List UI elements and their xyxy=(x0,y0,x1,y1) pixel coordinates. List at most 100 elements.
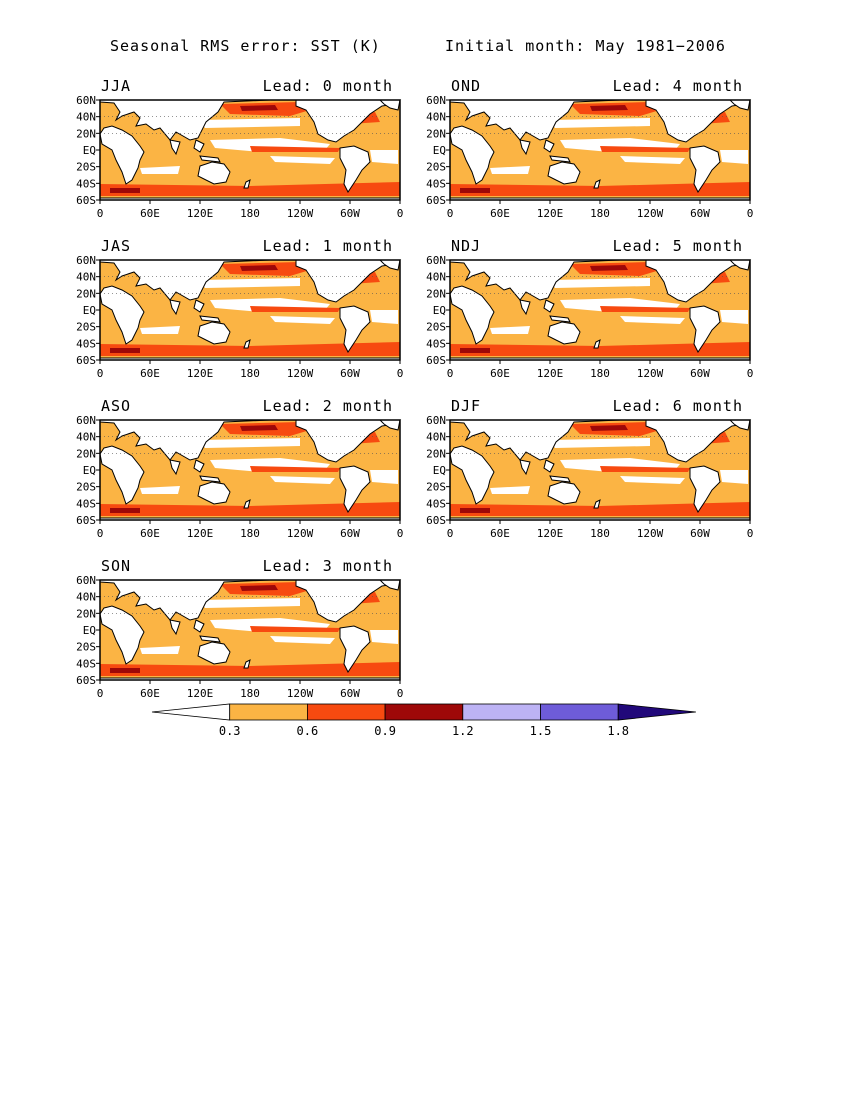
high-error-regions xyxy=(100,102,400,196)
panel-season-label: JJA xyxy=(101,77,131,95)
colorbar-segment xyxy=(384,703,464,721)
panel-lead-label: Lead: 2 month xyxy=(263,397,393,415)
lat-tick-label: 40S xyxy=(426,497,446,510)
lat-tick-label: 20S xyxy=(426,321,446,334)
lat-tick-label: EQ xyxy=(83,464,96,477)
lon-tick-label: 120W xyxy=(637,367,664,380)
lon-tick-label: 120W xyxy=(637,207,664,220)
lat-tick-label: 60N xyxy=(76,414,96,427)
lon-tick-label: 180 xyxy=(240,207,260,220)
panel-season-label: JAS xyxy=(101,237,131,255)
lat-tick-label: 60N xyxy=(426,94,446,107)
lon-tick-label: 180 xyxy=(590,527,610,540)
lon-tick-label: 60W xyxy=(340,527,360,540)
lat-tick-label: 60S xyxy=(76,514,96,527)
lon-tick-label: 60W xyxy=(340,367,360,380)
lat-tick-label: 60N xyxy=(76,94,96,107)
lat-tick-label: 60S xyxy=(76,354,96,367)
lon-tick-label: 60E xyxy=(140,687,160,700)
lon-tick-label: 120W xyxy=(287,527,314,540)
colorbar-segment xyxy=(151,703,231,721)
lat-tick-label: 40N xyxy=(426,431,446,444)
very-high-error-regions xyxy=(110,105,278,193)
panel-season-label: NDJ xyxy=(451,237,481,255)
lon-tick-label: 120E xyxy=(537,527,564,540)
lon-tick-label: 60W xyxy=(690,527,710,540)
lon-tick-label: 60E xyxy=(140,367,160,380)
lon-tick-label: 120W xyxy=(287,367,314,380)
lat-tick-label: 60N xyxy=(76,254,96,267)
very-high-error-regions xyxy=(110,425,278,513)
lon-tick-label: 0 xyxy=(447,207,454,220)
lon-tick-label: 0 xyxy=(97,207,104,220)
lon-tick-label: 180 xyxy=(240,527,260,540)
panel-season-label: ASO xyxy=(101,397,131,415)
lon-tick-label: 0 xyxy=(447,367,454,380)
lat-tick-label: 40S xyxy=(76,177,96,190)
very-high-error-regions xyxy=(460,105,628,193)
lon-tick-label: 60E xyxy=(140,207,160,220)
lon-tick-label: 120E xyxy=(537,367,564,380)
lat-tick-label: 60S xyxy=(426,354,446,367)
lon-tick-label: 120E xyxy=(187,207,214,220)
lon-tick-label: 60W xyxy=(690,367,710,380)
lat-tick-label: 20S xyxy=(426,161,446,174)
panel-lead-label: Lead: 5 month xyxy=(613,237,743,255)
lon-tick-label: 0 xyxy=(747,367,754,380)
lat-tick-label: 40S xyxy=(76,337,96,350)
lon-tick-label: 180 xyxy=(240,687,260,700)
lon-tick-label: 0 xyxy=(397,687,404,700)
lat-tick-label: 60S xyxy=(76,194,96,207)
lat-tick-label: 60S xyxy=(76,674,96,687)
lon-tick-label: 180 xyxy=(240,367,260,380)
lat-tick-label: EQ xyxy=(83,624,96,637)
panel-lead-label: Lead: 4 month xyxy=(613,77,743,95)
figure-title-left: Seasonal RMS error: SST (K) xyxy=(110,37,381,55)
very-high-error-regions xyxy=(460,425,628,513)
high-error-regions xyxy=(450,262,750,356)
colorbar: 0.3 0.6 0.9 1.2 1.5 1.8 xyxy=(151,703,696,738)
lat-tick-label: 40S xyxy=(76,657,96,670)
colorbar-segment xyxy=(462,703,541,721)
lon-tick-label: 60E xyxy=(490,367,510,380)
lat-tick-label: 40S xyxy=(426,337,446,350)
lon-tick-label: 60W xyxy=(690,207,710,220)
lat-tick-label: 60N xyxy=(76,574,96,587)
lon-tick-label: 60W xyxy=(340,207,360,220)
lon-tick-label: 120E xyxy=(537,207,564,220)
lat-tick-label: 40N xyxy=(76,111,96,124)
lat-tick-label: 40N xyxy=(76,271,96,284)
high-error-regions xyxy=(450,422,750,516)
very-high-error-regions xyxy=(110,585,278,673)
lat-tick-label: 20S xyxy=(76,481,96,494)
colorbar-label: 0.6 xyxy=(297,724,319,738)
lat-tick-label: 20S xyxy=(76,161,96,174)
lon-tick-label: 60E xyxy=(140,527,160,540)
panel-season-label: SON xyxy=(101,557,131,575)
lat-tick-label: 40N xyxy=(426,271,446,284)
lon-tick-label: 180 xyxy=(590,207,610,220)
low-error-regions xyxy=(490,438,748,494)
lon-tick-label: 0 xyxy=(747,527,754,540)
lat-tick-label: 60S xyxy=(426,514,446,527)
lon-tick-label: 60E xyxy=(490,207,510,220)
colorbar-label: 0.9 xyxy=(374,724,396,738)
panel-lead-label: Lead: 1 month xyxy=(263,237,393,255)
lon-tick-label: 180 xyxy=(590,367,610,380)
lat-tick-label: 20N xyxy=(76,287,96,300)
lat-tick-label: EQ xyxy=(433,144,446,157)
lon-tick-label: 120W xyxy=(287,207,314,220)
lon-tick-label: 0 xyxy=(397,367,404,380)
lon-tick-label: 0 xyxy=(397,527,404,540)
lon-tick-label: 60W xyxy=(340,687,360,700)
lon-tick-label: 120W xyxy=(287,687,314,700)
panel-lead-label: Lead: 3 month xyxy=(263,557,393,575)
lat-tick-label: 60S xyxy=(426,194,446,207)
